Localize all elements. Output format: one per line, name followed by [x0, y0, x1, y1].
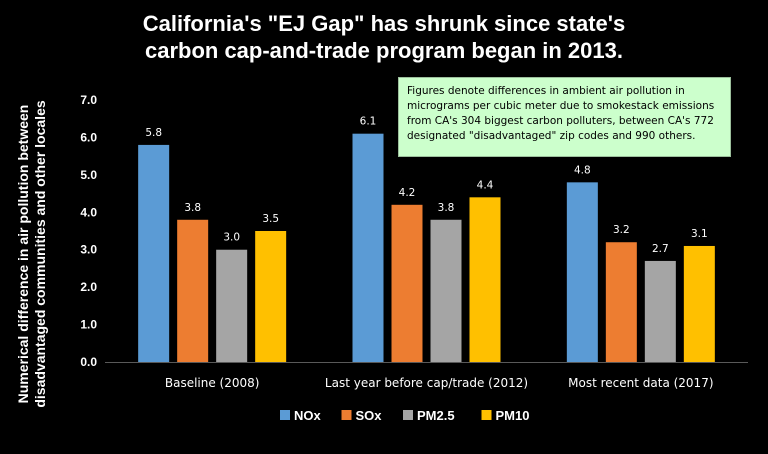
- data-label: 5.8: [145, 127, 162, 139]
- data-label: 3.5: [262, 213, 279, 225]
- data-labels: 5.8 3.8 3.0 3.5 6.1 4.2 3.8 4.4 4.8 3.2 2.7 3.1: [145, 116, 707, 255]
- y-tick-label: 5.0: [80, 168, 97, 182]
- bar-sox-3: [605, 242, 637, 362]
- x-tick-label: Baseline (2008): [165, 376, 260, 390]
- chart-title-line-1: California's "EJ Gap" has shrunk since s…: [142, 11, 626, 36]
- legend-item-sox: SOx: [341, 408, 383, 423]
- bar-nox-1: [138, 144, 170, 362]
- data-label: 4.4: [477, 179, 494, 191]
- x-tick-label: Most recent data (2017): [568, 376, 713, 390]
- y-tick-label: 4.0: [80, 205, 97, 219]
- data-label: 4.8: [574, 164, 591, 176]
- legend-label: PM10: [496, 408, 530, 423]
- bar-nox-3: [566, 182, 598, 362]
- bar-nox-2: [352, 133, 384, 362]
- legend: NOx SOx PM2.5 PM10: [280, 408, 529, 423]
- data-label: 3.8: [438, 202, 455, 214]
- legend-item-pm10: PM10: [481, 408, 530, 423]
- chart-title-line-2: carbon cap-and-trade program began in 20…: [144, 38, 623, 63]
- bar-pm10-2: [469, 197, 501, 362]
- bar-pm25-2: [430, 219, 462, 362]
- data-label: 2.7: [652, 243, 669, 255]
- bar-pm25-3: [644, 260, 676, 362]
- y-tick-label: 0.0: [80, 355, 97, 369]
- note-box: Figures denote differences in ambient ai…: [398, 77, 731, 157]
- y-axis-ticks: 0.0 1.0 2.0 3.0 4.0 5.0 6.0 7.0: [80, 93, 97, 369]
- data-label: 4.2: [399, 187, 416, 199]
- legend-label: SOx: [356, 408, 383, 423]
- bar-sox-2: [391, 204, 423, 362]
- legend-label: NOx: [294, 408, 322, 423]
- legend-swatch: [481, 410, 492, 420]
- y-tick-label: 7.0: [80, 93, 97, 107]
- legend-label: PM2.5: [417, 408, 455, 423]
- y-tick-label: 3.0: [80, 243, 97, 257]
- data-label: 3.1: [691, 228, 708, 240]
- y-tick-label: 6.0: [80, 130, 97, 144]
- legend-swatch: [280, 410, 290, 420]
- data-label: 3.0: [223, 232, 240, 244]
- y-tick-label: 1.0: [80, 318, 97, 332]
- data-label: 6.1: [360, 116, 377, 128]
- x-axis-ticks: Baseline (2008) Last year before cap/trad…: [165, 376, 714, 390]
- y-tick-label: 2.0: [80, 280, 97, 294]
- legend-item-nox: NOx: [280, 408, 322, 423]
- legend-swatch: [341, 410, 352, 420]
- bars: [138, 133, 715, 362]
- bar-chart: 0.0 1.0 2.0 3.0 4.0 5.0 6.0 7.0 5.8 3.8 3.0 3.5 6.1…: [80, 93, 748, 423]
- legend-swatch: [403, 410, 413, 420]
- bar-pm10-3: [683, 245, 715, 362]
- x-tick-label: Last year before cap/trade (2012): [325, 376, 528, 390]
- bar-pm25-1: [216, 249, 248, 362]
- data-label: 3.2: [613, 224, 630, 236]
- bar-pm10-1: [255, 231, 287, 362]
- legend-item-pm25: PM2.5: [403, 408, 455, 423]
- chart-title: California's "EJ Gap" has shrunk since s…: [0, 10, 768, 64]
- data-label: 3.8: [184, 202, 201, 214]
- bar-sox-1: [177, 219, 209, 362]
